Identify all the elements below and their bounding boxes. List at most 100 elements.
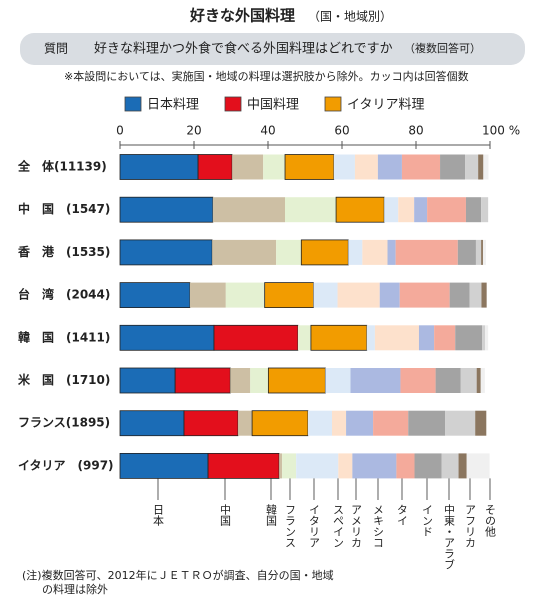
bar-segment	[481, 197, 489, 223]
legend-label: 日本料理	[147, 98, 199, 113]
bar-segment	[482, 239, 486, 265]
bar-segment	[119, 196, 214, 223]
bar-segment	[263, 154, 286, 180]
question: 好きな料理かつ外食で食べる外国料理はどれですか	[94, 41, 393, 57]
bar-segment	[225, 282, 265, 308]
bar-segment	[441, 453, 459, 479]
bar-segment	[279, 453, 283, 479]
bar-segment	[212, 197, 286, 223]
bar-segment	[465, 154, 479, 180]
row-label: 全 体(11139)	[17, 159, 107, 174]
category-label: メキシコ	[372, 504, 385, 548]
bar-segment	[207, 452, 280, 479]
bar-segment	[396, 453, 415, 479]
category-label: アメリカ	[350, 504, 363, 548]
bar-segment	[313, 282, 338, 308]
bar-segment	[333, 154, 355, 180]
bar-segment	[230, 368, 251, 393]
bar-segment	[408, 410, 446, 436]
bar-segment	[401, 154, 441, 180]
bar-segment	[399, 282, 450, 308]
bar-segment	[481, 239, 483, 265]
category-label: スペイン	[332, 504, 345, 548]
bar-segment	[183, 410, 239, 437]
bar-segment	[354, 154, 378, 180]
bar-segment	[352, 453, 397, 479]
question-note: （複数回答可）	[404, 41, 481, 55]
bar-segment	[434, 325, 456, 351]
x-tick-label: 100 %	[482, 124, 520, 138]
bar-segment	[418, 325, 435, 351]
bar-segment	[119, 239, 213, 266]
x-tick-label: 40	[260, 124, 275, 138]
bar-segment	[119, 324, 215, 351]
row-label: 香 港 (1535)	[17, 244, 110, 259]
note: ※本設問においては、実施国・地域の料理は選択肢から除外。カッコ内は回答個数	[64, 69, 469, 83]
bar-segment	[449, 282, 470, 308]
x-tick-label: 20	[186, 124, 201, 138]
bar-segment	[427, 197, 466, 223]
category-label: タイ	[396, 504, 409, 526]
bar-segment	[197, 154, 233, 180]
footnote: の料理は除外	[42, 582, 108, 596]
bar-segment	[238, 410, 253, 436]
bar-segment	[440, 154, 466, 180]
bar-segment	[212, 239, 277, 265]
bar-segment	[174, 367, 231, 394]
row-label: 台 湾 (2044)	[18, 287, 110, 302]
bar-segment	[276, 239, 302, 265]
bar-segment	[282, 453, 297, 479]
bar-segment	[475, 410, 487, 436]
bar-segment	[476, 368, 481, 393]
bar-segment	[213, 324, 299, 351]
bar-segment	[335, 196, 385, 223]
bar-segment	[455, 325, 483, 351]
legend-swatch	[324, 96, 342, 112]
bar-segment	[285, 197, 337, 223]
bar-segment	[296, 453, 339, 479]
bar-segment	[362, 239, 388, 265]
category-label: フランス	[284, 504, 297, 548]
bar-segment	[297, 325, 311, 351]
bar-segment	[460, 368, 477, 393]
bar-segment	[337, 282, 380, 308]
x-tick-label: 80	[408, 124, 423, 138]
bar-segment	[485, 325, 489, 351]
bar-segment	[119, 282, 191, 309]
row-label: 中 国 (1547)	[18, 201, 110, 216]
bar-segment	[457, 239, 476, 265]
bar-segment	[400, 368, 436, 393]
bar-segment	[332, 410, 347, 436]
bar-segment	[346, 410, 374, 436]
bar-segment	[232, 154, 264, 180]
legend-label: 中国料理	[247, 98, 299, 113]
bar-segment	[251, 410, 309, 437]
chart-title: 好きな外国料理	[189, 7, 295, 25]
bar-segment	[267, 367, 326, 394]
bar-segment	[445, 410, 476, 436]
chart-subtitle: （国・地域別）	[308, 10, 392, 24]
bar-segment	[119, 154, 199, 180]
category-label: 中国	[219, 504, 232, 527]
bar-segment	[348, 239, 363, 265]
bar-segment	[478, 154, 484, 180]
row-label: 米 国 (1710)	[18, 372, 110, 387]
bar-segment	[414, 197, 428, 223]
bar-segment	[374, 325, 419, 351]
question-box	[20, 33, 525, 65]
bar-segment	[466, 453, 490, 479]
bar-segment	[119, 367, 176, 394]
bar-segment	[483, 154, 489, 180]
x-tick-label: 60	[334, 124, 349, 138]
bar-segment	[250, 368, 269, 393]
bar-segment	[482, 325, 486, 351]
row-label: 韓 国 (1411)	[18, 329, 110, 344]
footnote: (注)複数回答可、2012年にＪＥＴＲＯが調査、自分の国・地域	[22, 568, 334, 582]
bar-segment	[325, 368, 351, 393]
bar-segment	[377, 154, 402, 180]
bar-segment	[119, 452, 209, 479]
legend-swatch	[224, 96, 242, 112]
bar-segment	[119, 410, 185, 437]
category-label: 中東・アラブ	[443, 504, 456, 570]
bar-segment	[350, 368, 401, 393]
